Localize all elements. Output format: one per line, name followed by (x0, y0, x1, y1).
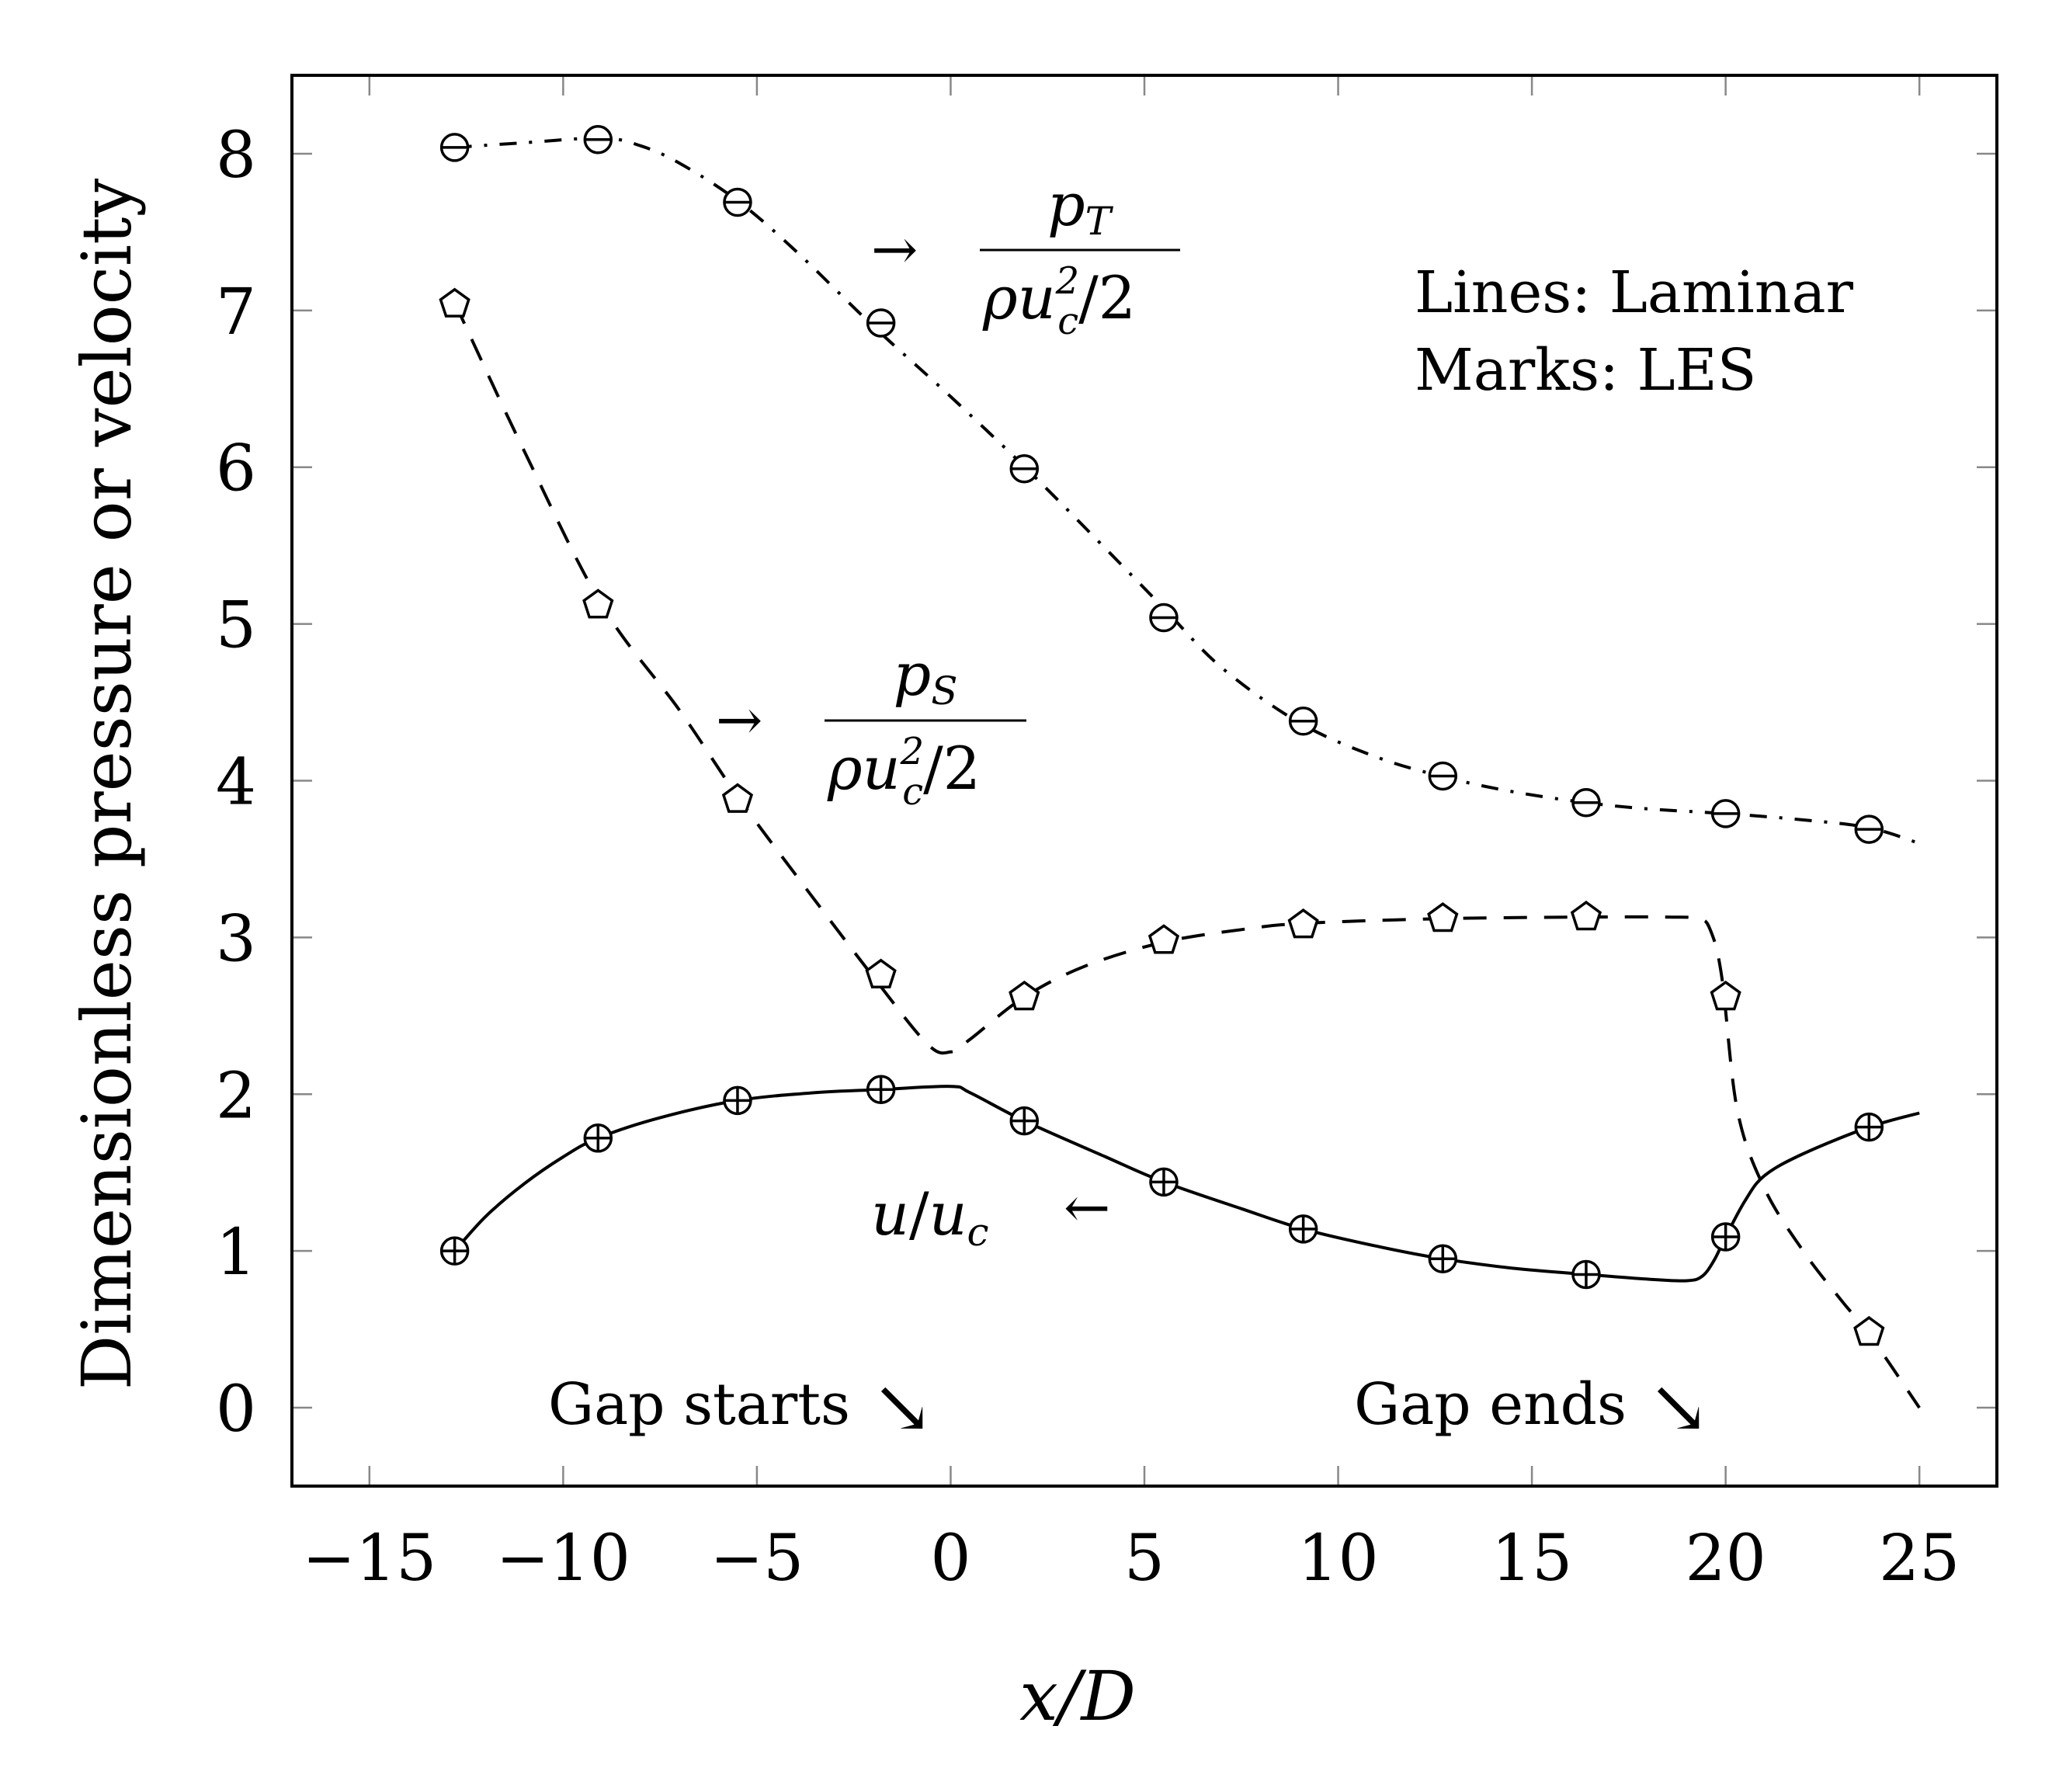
pentagon-marker-shape (582, 589, 614, 619)
series-1-les-marker (1287, 908, 1319, 939)
series-0-les-marker (1710, 799, 1741, 828)
series-0-les-marker (1149, 603, 1179, 633)
x-tick-label: 25 (1879, 1522, 1960, 1596)
series-2-les-marker (723, 1085, 752, 1116)
series-1-les-marker (1009, 980, 1040, 1011)
series-label-pS-arrow: → (716, 687, 762, 752)
plot-frame (290, 74, 1998, 1488)
y-tick-label: 4 (216, 746, 256, 820)
series-label-u-text: u/uc (871, 1179, 989, 1255)
series-0-les-marker (1854, 814, 1884, 844)
series-0-les-marker (723, 187, 752, 217)
y-tick-label: 8 (216, 119, 256, 193)
legend-note-laminar: Lines: Laminar (1415, 259, 1854, 326)
pentagon-marker-shape (1009, 980, 1040, 1011)
series-2-les-marker (583, 1123, 613, 1153)
series-0-laminar-line (454, 136, 1920, 846)
series-layer (439, 125, 1921, 1409)
series-2-les-marker (1854, 1112, 1884, 1142)
series-label-pS: → pS ρu2 c/2 (716, 640, 1026, 814)
x-tick-label: 10 (1297, 1522, 1378, 1596)
y-tick-label: 1 (216, 1216, 256, 1290)
y-tick-label: 2 (216, 1059, 256, 1133)
legend-note-les: Marks: LES (1415, 337, 1756, 404)
series-label-pT-denominator: ρu2 c/2 (982, 259, 1136, 343)
tick-label-layer: −15 −10 −5 0 5 10 15 20 25 0 1 2 3 4 5 6 7 8 (216, 119, 1960, 1596)
series-2-les-marker (1149, 1167, 1179, 1197)
pentagon-marker-shape (1570, 900, 1602, 931)
x-tick-label: 15 (1491, 1522, 1572, 1596)
series-0-les-marker (866, 308, 896, 338)
series-label-pT-numerator: pT (1047, 170, 1114, 244)
y-tick-label: 5 (216, 589, 256, 663)
series-label-pS-numerator: pS (894, 640, 958, 714)
pentagon-marker-shape (865, 958, 897, 988)
x-tick-label: −10 (496, 1522, 630, 1596)
gap-ends-label: Gap ends (1354, 1371, 1627, 1438)
pentagon-marker-shape (721, 783, 754, 813)
pentagon-marker-shape (1710, 980, 1741, 1011)
series-0-les-marker (583, 125, 613, 155)
series-1-les-marker (1427, 902, 1459, 932)
pentagon-marker-shape (1148, 924, 1180, 954)
pentagon-marker-shape (1287, 908, 1319, 939)
series-label-u: u/uc ← (871, 1175, 1110, 1255)
y-tick-label: 7 (216, 276, 256, 349)
series-label-pS-denominator: ρu2 c/2 (827, 730, 981, 814)
y-tick-label: 3 (216, 902, 256, 976)
x-tick-label: 20 (1685, 1522, 1766, 1596)
series-2-les-marker (439, 1236, 470, 1266)
series-label-u-arrow: ← (1064, 1175, 1110, 1240)
gap-starts-arrow: ↘ (871, 1363, 933, 1450)
gap-starts-label: Gap starts (548, 1371, 850, 1438)
series-2-les-marker (1710, 1222, 1741, 1252)
series-1-les-marker (582, 589, 614, 619)
series-1-les-marker (1148, 924, 1180, 954)
series-1-les-marker (1710, 980, 1741, 1011)
series-0-les-marker (439, 133, 470, 162)
series-2-les-marker (866, 1075, 896, 1104)
series-1-les-marker (1570, 900, 1602, 931)
gap-ends-arrow: ↘ (1648, 1363, 1710, 1450)
series-0-les-marker (1428, 761, 1458, 791)
series-0-les-marker (1009, 453, 1040, 484)
y-axis-title: Dimensionless pressure or velocity (67, 179, 147, 1391)
x-tick-label: 0 (930, 1522, 970, 1596)
x-axis-title: x/D (1019, 1656, 1136, 1736)
series-1-les-marker (721, 783, 754, 813)
y-tick-label: 0 (216, 1373, 256, 1446)
series-1-laminar-line (453, 301, 1921, 1409)
series-2-les-marker (1571, 1259, 1601, 1290)
series-2-les-marker (1288, 1214, 1318, 1244)
tick-layer (292, 75, 1997, 1486)
pentagon-marker-shape (439, 287, 470, 318)
series-1-les-marker (1853, 1315, 1885, 1346)
y-tick-label: 6 (216, 432, 256, 506)
pentagon-marker-shape (1427, 902, 1459, 932)
series-1-les-marker (439, 287, 470, 318)
pentagon-marker-shape (1853, 1315, 1885, 1346)
series-0-les-marker (1571, 788, 1601, 818)
series-0-les-marker (1288, 707, 1318, 736)
series-2-les-marker (1428, 1244, 1458, 1274)
series-label-pT-arrow: → (871, 217, 918, 282)
series-2-les-marker (1009, 1106, 1040, 1136)
series-1-les-marker (865, 958, 897, 988)
x-tick-label: −5 (710, 1522, 804, 1596)
x-tick-label: 5 (1124, 1522, 1165, 1596)
x-tick-label: −15 (302, 1522, 436, 1596)
series-label-pT: → pT ρu2 c/2 (871, 170, 1180, 343)
